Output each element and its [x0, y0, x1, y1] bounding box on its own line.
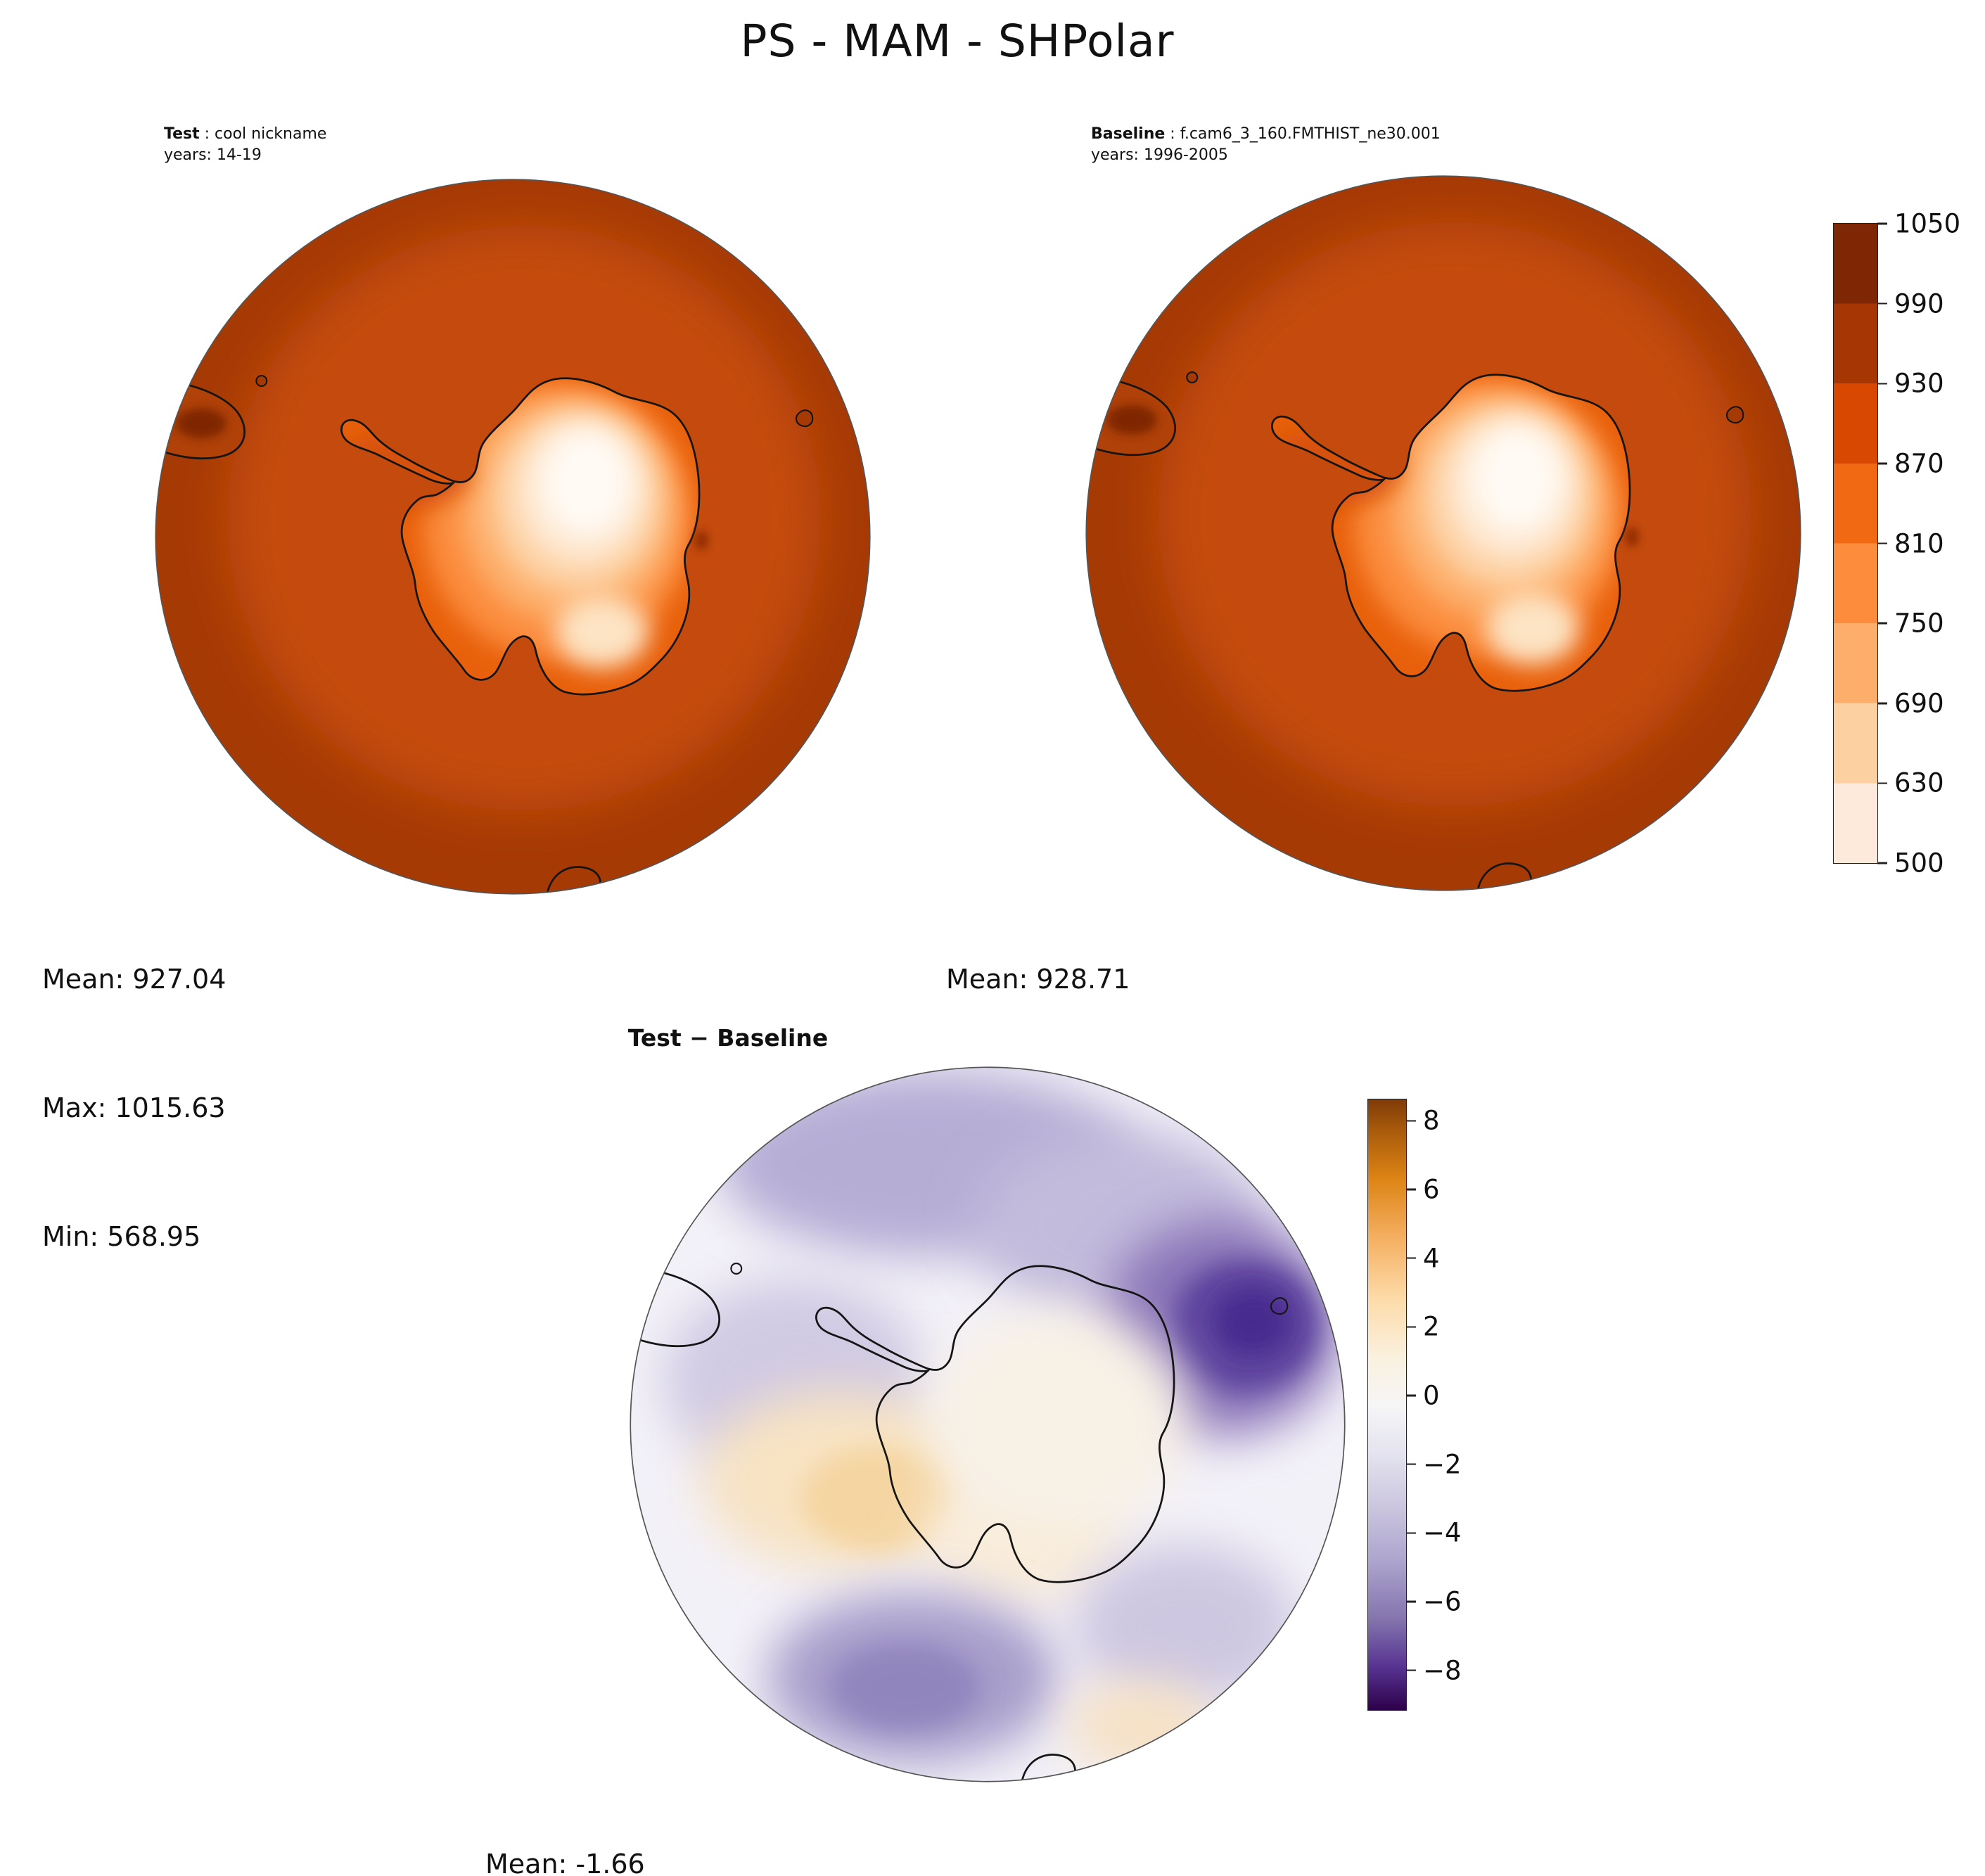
tick-label: 1050: [1894, 208, 1961, 239]
test-label: Test: [164, 125, 200, 143]
test-run-line: Test : cool nickname: [164, 124, 326, 145]
tick-mark: [1877, 702, 1887, 704]
baseline-run-name: : f.cam6_3_160.FMTHIST_ne30.001: [1165, 125, 1441, 143]
tick-mark: [1406, 1532, 1416, 1534]
figure-title: PS - MAM - SHPolar: [740, 15, 1175, 67]
tick-mark: [1877, 862, 1887, 864]
tick-label: 630: [1894, 767, 1944, 798]
test-min: Min: 568.95: [42, 1221, 201, 1252]
diff-colorbar-tick: 8: [1406, 1106, 1440, 1136]
tick-mark: [1877, 222, 1887, 225]
tick-label: 4: [1423, 1243, 1440, 1274]
main-colorbar-tick: 500: [1877, 848, 1944, 879]
diff-colorbar-tick: −6: [1406, 1586, 1462, 1616]
tick-mark: [1877, 302, 1887, 305]
diff-title: Test − Baseline: [627, 1024, 829, 1052]
diff-colorbar-tick: −8: [1406, 1655, 1462, 1685]
tick-label: 6: [1423, 1174, 1440, 1205]
diff-colorbar: 8 6 4 2 0 −2 −4 −6 −8: [1367, 1099, 1462, 1711]
tick-mark: [1877, 782, 1887, 784]
baseline-map: [1071, 160, 1816, 906]
baseline-run-line: Baseline : f.cam6_3_160.FMTHIST_ne30.001: [1091, 124, 1441, 145]
test-years: years: 14-19: [164, 146, 262, 164]
tick-mark: [1406, 1669, 1416, 1671]
diff-mean: Mean: -1.66: [485, 1849, 645, 1876]
tick-mark: [1406, 1257, 1416, 1259]
diff-colorbar-tick: 6: [1406, 1175, 1440, 1205]
tick-mark: [1877, 542, 1887, 544]
diff-colorbar-tick: 4: [1406, 1243, 1440, 1273]
tick-label: 8: [1423, 1105, 1440, 1136]
diff-map: [615, 1052, 1360, 1797]
test-mean: Mean: 927.04: [42, 964, 226, 995]
tick-label: 750: [1894, 608, 1944, 639]
tick-mark: [1406, 1600, 1416, 1603]
main-colorbar-tick: 810: [1877, 528, 1944, 559]
main-colorbar-tick: 630: [1877, 768, 1944, 798]
tick-label: 870: [1894, 448, 1944, 479]
main-colorbar: 1050 990 930 870 810 750 690 630 500: [1833, 209, 1960, 879]
tick-label: 0: [1423, 1380, 1440, 1411]
tick-label: −8: [1423, 1655, 1462, 1686]
baseline-mean: Mean: 928.71: [946, 964, 1130, 995]
tick-mark: [1406, 1394, 1416, 1397]
diff-colorbar-tick: 0: [1406, 1380, 1440, 1410]
baseline-panel-header: Baseline : f.cam6_3_160.FMTHIST_ne30.001…: [1091, 124, 1441, 166]
tick-mark: [1406, 1326, 1416, 1328]
test-run-name: : cool nickname: [199, 125, 327, 143]
tick-label: 500: [1894, 848, 1944, 879]
diff-colorbar-tick: −2: [1406, 1449, 1462, 1479]
baseline-label: Baseline: [1091, 125, 1166, 143]
main-colorbar-tick: 870: [1877, 448, 1944, 478]
tick-label: 930: [1894, 368, 1944, 399]
main-colorbar-tick: 930: [1877, 369, 1944, 399]
main-colorbar-ticks: 1050 990 930 870 810 750 690 630 500: [1834, 209, 1960, 879]
diff-colorbar-ticks: 8 6 4 2 0 −2 −4 −6 −8: [1368, 1099, 1462, 1710]
main-colorbar-tick: 750: [1877, 608, 1944, 639]
test-stats: Mean: 927.04 Max: 1015.63 Min: 568.95: [42, 872, 226, 1344]
diff-map-content: [615, 1052, 1360, 1797]
tick-label: −4: [1423, 1517, 1462, 1548]
main-colorbar-tick: 690: [1877, 688, 1944, 718]
main-colorbar-tick: 990: [1877, 288, 1944, 319]
tick-mark: [1406, 1120, 1416, 1122]
tick-mark: [1406, 1463, 1416, 1465]
tick-mark: [1877, 462, 1887, 465]
test-map: [140, 164, 886, 910]
tick-mark: [1406, 1188, 1416, 1191]
baseline-years: years: 1996-2005: [1091, 146, 1228, 164]
tick-label: −6: [1423, 1586, 1462, 1617]
tick-label: −2: [1423, 1449, 1462, 1480]
test-max: Max: 1015.63: [42, 1092, 226, 1123]
diff-colorbar-tick: −4: [1406, 1518, 1462, 1548]
tick-label: 810: [1894, 528, 1944, 559]
diff-colorbar-tick: 2: [1406, 1312, 1440, 1342]
diff-stats: Mean: -1.66 Max: 1.07 Min: -6.30: [485, 1757, 645, 1876]
test-panel-header: Test : cool nickname years: 14-19: [164, 124, 326, 166]
tick-mark: [1877, 383, 1887, 385]
test-map-content: [140, 164, 886, 910]
tick-label: 2: [1423, 1311, 1440, 1342]
tick-label: 690: [1894, 688, 1944, 719]
baseline-map-content: [1071, 160, 1816, 906]
tick-mark: [1877, 622, 1887, 625]
tick-label: 990: [1894, 288, 1944, 319]
main-colorbar-tick: 1050: [1877, 209, 1960, 239]
